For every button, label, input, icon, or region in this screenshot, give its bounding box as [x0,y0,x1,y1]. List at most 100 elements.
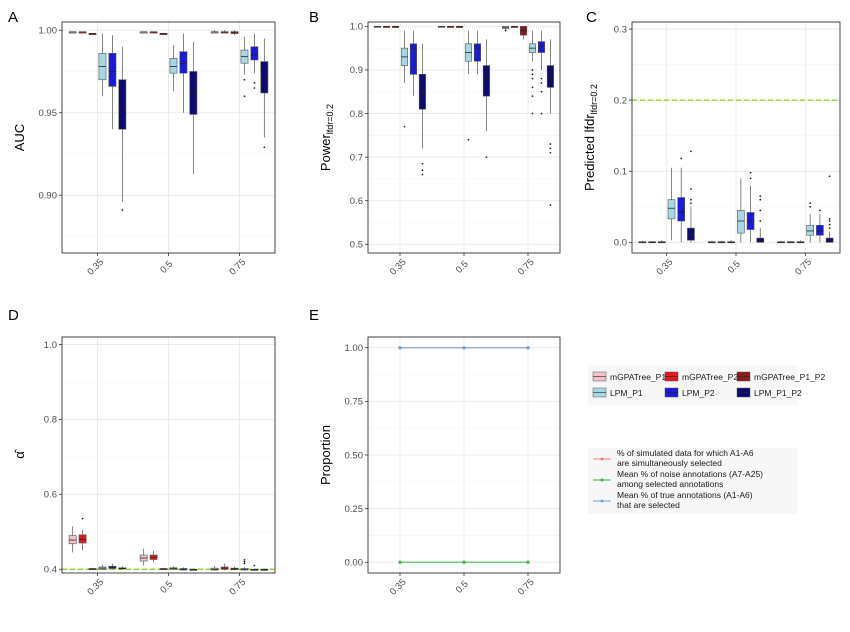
box-LPM_P2 [677,197,686,222]
series-point [526,346,530,350]
box-outlier [540,82,543,84]
box-outlier [749,171,752,174]
box-outlier [243,560,246,563]
box-LPM_P1_P2 [118,79,127,130]
y-axis-title-main: Proportion [318,425,333,485]
legend-line-text: among selected annotations [617,479,723,489]
box-outlier [253,87,256,89]
y-tick-label: 0.6 [44,490,57,501]
box-outlier [531,77,534,80]
panel-label-c: C [586,9,597,26]
series-point [398,560,402,564]
box-outlier [253,564,256,567]
y-axis-title: Predicted lfdrlfdr=0.2 [582,84,599,191]
y-tick-label: 0.75 [345,397,364,408]
box-outlier [549,151,552,154]
panel-label-b: B [309,9,319,26]
box-outlier [759,220,762,222]
x-tick-label: 0.75 [516,577,537,598]
y-tick-label: 1.00 [345,343,364,354]
y-tick-label: 0.8 [44,415,57,426]
x-tick-label: 0.35 [85,257,106,278]
x-tick-label: 0.75 [793,257,814,278]
y-tick-label: 0.8 [350,109,363,120]
y-tick-label: 0.5 [350,240,363,251]
box-outlier [81,517,84,520]
y-tick-label: 0.7 [350,152,363,163]
series-point [398,346,402,350]
box-outlier [549,147,552,150]
y-axis-title-main: α̂ [12,448,27,459]
legend-lines-background [588,448,798,514]
legend-label-LPM_P2: LPM_P2 [682,388,715,398]
box-outlier [243,558,246,561]
plot-frame [367,21,561,254]
box-LPM_P1_P2 [756,237,765,243]
box-outlier [121,209,124,212]
plot-frame [61,21,276,254]
y-tick-label: 0.9 [350,65,363,76]
box-outlier [690,198,692,201]
legend-methods-background [588,365,798,405]
box-outlier [485,156,488,159]
legend-line-text: that are selected [617,500,680,510]
panel-e: 0.00 0.25 0.50 0.75 1.00 0.35 0.5 0.75 E Proporti… [309,307,561,598]
legend-line-point [600,499,604,503]
box-LPM_P1 [667,199,676,220]
y-axis-title: Proportion [318,425,333,485]
box-outlier [809,202,812,205]
legend-label-LPM_P1: LPM_P1 [610,388,643,398]
legend-label-mGPATree_P1: mGPATree_P1 [610,372,666,382]
y-tick-label: 0.4 [44,565,57,576]
box-outlier [421,162,424,165]
x-tick-label: 0.5 [454,259,471,276]
box-outlier [690,202,692,205]
x-tick-label: 0.35 [388,257,409,278]
box-outlier [504,29,507,32]
panel-d: 0.4 0.6 0.8 1.0 0.35 0.5 0.75 Dα̂ [8,307,276,598]
legend-label-LPM_P1_P2: LPM_P1_P2 [754,388,802,398]
x-tick-label: 0.5 [158,579,175,596]
box-outlier [421,173,424,176]
box-outlier [540,77,543,80]
plot-frame [61,336,276,574]
y-tick-label: 1.00 [39,26,58,37]
box-outlier [549,204,552,206]
y-tick-label: 0.00 [345,558,364,569]
box-LPM_P1 [169,57,178,74]
box-outlier [749,177,752,180]
panel-label-d: D [8,307,19,324]
box-outlier [531,73,534,76]
plot-frame [631,21,841,254]
legend-line-text: are simultaneously selected [617,458,722,468]
box-outlier [253,82,256,84]
box-outlier [243,562,246,565]
box-LPM_P2 [179,51,188,74]
x-tick-label: 0.5 [454,579,471,596]
box-outlier [828,223,831,226]
box-LPM_P2 [250,46,259,61]
legend-line-point [600,457,604,461]
y-axis-title-main: Predicted lfdr [582,114,597,191]
x-tick-label: 0.5 [158,259,175,276]
legend-line-text: Mean % of true annotations (A1-A6) [617,490,753,500]
panel-label-e: E [309,307,319,324]
box-outlier [690,150,692,153]
box-outlier [467,138,470,141]
box-outlier [531,112,534,115]
box-outlier [818,209,821,212]
panel-c: 0.0 0.1 0.2 0.3 0.35 0.5 0.75 C Predicted lfdrlf… [582,9,841,278]
box-outlier [690,188,692,190]
x-tick-label: 0.75 [227,577,248,598]
box-outlier [540,112,543,115]
box-outlier [809,205,812,208]
x-tick-label: 0.75 [516,257,537,278]
legend-label-mGPATree_P1_P2: mGPATree_P1_P2 [754,372,825,382]
box-outlier [759,198,762,201]
y-tick-label: 0.0 [614,238,627,249]
box-outlier [243,78,246,81]
legend-line-text: Mean % of noise annotations (A7-A25) [617,469,763,479]
box-LPM_P2 [473,43,481,62]
